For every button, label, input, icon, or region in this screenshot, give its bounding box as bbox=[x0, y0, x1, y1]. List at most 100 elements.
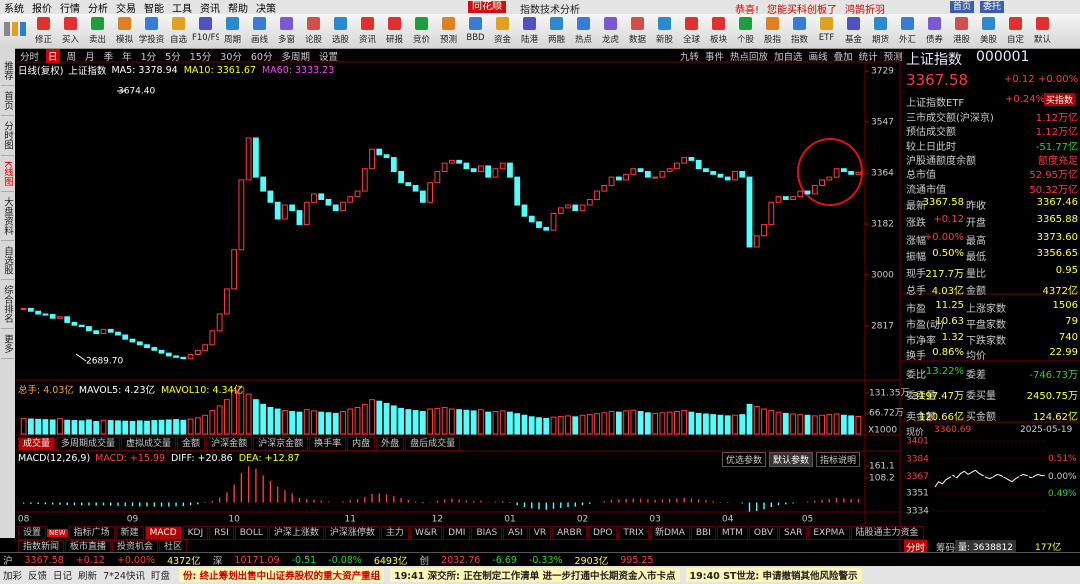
toolbar-button[interactable]: 竞价 bbox=[408, 15, 435, 47]
menu-item[interactable]: 行情 bbox=[60, 3, 80, 15]
sidebar-tab[interactable]: 综合排名 bbox=[1, 280, 14, 330]
toolbar-button[interactable]: 板块 bbox=[705, 15, 732, 47]
tab[interactable]: 沪深涨停数 bbox=[324, 526, 380, 540]
tab[interactable]: ASI bbox=[503, 526, 528, 540]
toolbar-button[interactable]: 新股 bbox=[651, 15, 678, 47]
ticker-button[interactable]: 刷新 bbox=[78, 571, 98, 582]
ticker-button[interactable]: 加彩 bbox=[3, 571, 23, 582]
menu-item[interactable]: 帮助 bbox=[228, 3, 248, 15]
toolbar-button[interactable]: 基金 bbox=[840, 15, 867, 47]
chart-tool[interactable]: 画线 bbox=[808, 52, 828, 63]
tab[interactable]: DPO bbox=[587, 526, 618, 540]
tab[interactable]: 新DMA bbox=[650, 526, 690, 540]
menu-item[interactable]: 分析 bbox=[88, 3, 108, 15]
toolbar-button[interactable]: 卖出 bbox=[84, 15, 111, 47]
notice-text[interactable]: 恭喜! bbox=[735, 5, 760, 16]
period-button[interactable]: 1分 bbox=[140, 52, 157, 63]
toolbar-button[interactable]: 资讯 bbox=[354, 15, 381, 47]
period-button[interactable]: 年 bbox=[122, 52, 132, 63]
period-button[interactable]: 30分 bbox=[220, 52, 242, 63]
menu-item[interactable]: 资讯 bbox=[200, 3, 220, 15]
toolbar-button[interactable]: 全球 bbox=[678, 15, 705, 47]
sidebar-tab[interactable]: 分时图 bbox=[1, 116, 14, 156]
sidebar-tab[interactable]: 首页 bbox=[1, 86, 14, 116]
toolbar-button[interactable]: 陆港 bbox=[516, 15, 543, 47]
tab[interactable]: 金额 bbox=[177, 437, 206, 451]
etf-button[interactable]: 买指数 bbox=[1044, 93, 1076, 106]
notice-text[interactable]: 您能买科创板了 bbox=[767, 5, 838, 16]
menu-item[interactable]: 决策 bbox=[256, 3, 276, 15]
tab[interactable]: ARBR bbox=[552, 526, 587, 540]
top-button[interactable]: 委托 bbox=[980, 1, 1005, 13]
toolbar-button[interactable]: 自定 bbox=[1002, 15, 1029, 47]
nav-icon[interactable] bbox=[12, 22, 18, 36]
ticker-button[interactable]: 盯盘 bbox=[150, 571, 170, 582]
news-item[interactable]: 份: 终止筹划出售中山证券股权的重大资产重组 bbox=[178, 568, 385, 582]
period-button[interactable]: 月 bbox=[85, 52, 95, 63]
tab[interactable]: BBI bbox=[690, 526, 716, 540]
chart-tool[interactable]: 九转 bbox=[680, 52, 700, 63]
top-button[interactable]: 首页 bbox=[950, 1, 975, 13]
menu-item[interactable]: 交易 bbox=[116, 3, 136, 15]
nav-icon[interactable] bbox=[4, 22, 10, 36]
sidebar-tab[interactable]: 大盘资料 bbox=[1, 192, 14, 241]
tab[interactable]: 虚拟成交量 bbox=[121, 437, 177, 451]
toolbar-button[interactable]: 默认 bbox=[1029, 15, 1056, 47]
toolbar-button[interactable]: 两融 bbox=[543, 15, 570, 47]
tab[interactable]: OBV bbox=[748, 526, 779, 540]
toolbar-button[interactable]: 期货 bbox=[867, 15, 894, 47]
chart-tool[interactable]: 热点回放 bbox=[730, 52, 769, 63]
mini-tab[interactable]: 筹码 bbox=[936, 543, 956, 554]
toolbar-button[interactable]: 多窗 bbox=[273, 15, 300, 47]
tab[interactable]: 外盘 bbox=[376, 437, 405, 451]
tab[interactable]: MTM bbox=[716, 526, 748, 540]
tab[interactable]: TRIX bbox=[618, 526, 649, 540]
ticker-button[interactable]: 7*24快讯 bbox=[103, 571, 145, 582]
tab[interactable]: VR bbox=[528, 526, 552, 540]
notice-text[interactable]: 鸿鹄折羽 bbox=[845, 5, 886, 16]
sidebar-tab[interactable]: 更多 bbox=[1, 329, 14, 360]
period-button[interactable]: 15分 bbox=[189, 52, 212, 63]
chart-tool[interactable]: 叠加 bbox=[833, 52, 853, 63]
toolbar-button[interactable]: 股指 bbox=[759, 15, 786, 47]
nav-icon[interactable] bbox=[20, 22, 26, 36]
mini-tab[interactable]: 分时 bbox=[904, 540, 928, 554]
period-button[interactable]: 季 bbox=[103, 52, 114, 63]
tab[interactable]: BIAS bbox=[471, 526, 503, 540]
period-button[interactable]: 多周期 bbox=[281, 52, 310, 63]
chart-tool[interactable]: 加自选 bbox=[774, 52, 803, 63]
tab[interactable]: 换手率 bbox=[309, 437, 347, 451]
tab[interactable]: 成交量 bbox=[18, 437, 56, 451]
tab[interactable]: 多周期成交量 bbox=[56, 437, 121, 451]
tab[interactable]: SAR bbox=[779, 526, 808, 540]
period-button[interactable]: 日 bbox=[46, 49, 60, 63]
period-button[interactable]: 设置 bbox=[318, 52, 338, 63]
period-button[interactable]: 60分 bbox=[250, 52, 273, 63]
news-item[interactable]: 19:41 深交所: 正在制定工作清单 进一步打通中长期资金入市卡点 bbox=[390, 568, 680, 582]
toolbar-button[interactable]: 研报 bbox=[381, 15, 408, 47]
period-button[interactable]: 分时 bbox=[20, 52, 40, 63]
toolbar-button[interactable]: 外汇 bbox=[894, 15, 921, 47]
toolbar-button[interactable]: 学投资 bbox=[138, 15, 165, 47]
menu-item[interactable]: 智能 bbox=[144, 3, 164, 15]
toolbar-button[interactable]: 买入 bbox=[57, 15, 84, 47]
period-button[interactable]: 5分 bbox=[165, 52, 181, 63]
toolbar-button[interactable]: 港股 bbox=[948, 15, 975, 47]
news-item[interactable]: 19:40 ST世龙: 申请撤销其他风险警示 bbox=[685, 568, 862, 582]
tab[interactable]: 内盘 bbox=[347, 437, 376, 451]
toolbar-button[interactable]: 画线 bbox=[246, 15, 273, 47]
menu-item[interactable]: 工具 bbox=[172, 3, 192, 15]
toolbar-button[interactable]: 资金 bbox=[489, 15, 516, 47]
toolbar-button[interactable]: 个股 bbox=[732, 15, 759, 47]
tab[interactable]: BOLL bbox=[234, 526, 268, 540]
menu-item[interactable]: 系统 bbox=[4, 3, 24, 15]
sidebar-tab[interactable]: K线图 bbox=[1, 156, 14, 192]
tab[interactable]: DMI bbox=[443, 526, 471, 540]
tab[interactable]: KDJ bbox=[182, 526, 209, 540]
toolbar-button[interactable]: 龙虎 bbox=[597, 15, 624, 47]
tab[interactable]: 新建 bbox=[115, 526, 144, 540]
sidebar-tab[interactable]: 推荐 bbox=[1, 56, 14, 86]
indicator-button[interactable]: 优选参数 bbox=[722, 452, 767, 467]
toolbar-button[interactable]: BBD bbox=[462, 15, 489, 47]
tab[interactable]: W&R bbox=[409, 526, 443, 540]
